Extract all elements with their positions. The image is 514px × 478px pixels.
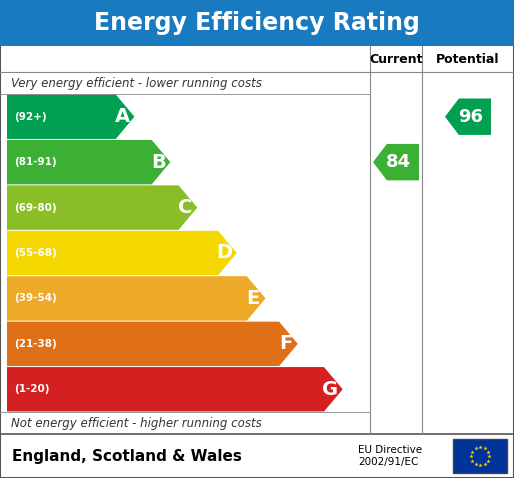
Text: Current: Current <box>369 53 423 65</box>
Text: F: F <box>279 334 292 353</box>
Polygon shape <box>373 144 419 180</box>
Polygon shape <box>7 276 265 321</box>
Text: 96: 96 <box>458 108 483 126</box>
Text: Not energy efficient - higher running costs: Not energy efficient - higher running co… <box>11 416 262 430</box>
Polygon shape <box>7 140 170 185</box>
Text: E: E <box>247 289 260 308</box>
Text: (55-68): (55-68) <box>14 248 57 258</box>
Text: (81-91): (81-91) <box>14 157 57 167</box>
Text: (92+): (92+) <box>14 112 47 122</box>
Text: (21-38): (21-38) <box>14 339 57 349</box>
Bar <box>453 439 507 473</box>
Polygon shape <box>7 185 197 230</box>
Text: (39-54): (39-54) <box>14 293 57 304</box>
Text: B: B <box>151 152 166 172</box>
Polygon shape <box>7 95 135 139</box>
Polygon shape <box>7 322 298 366</box>
Polygon shape <box>7 231 237 275</box>
Text: G: G <box>322 380 339 399</box>
Text: EU Directive: EU Directive <box>358 445 422 455</box>
Text: 2002/91/EC: 2002/91/EC <box>358 457 418 467</box>
Text: D: D <box>216 243 233 262</box>
Polygon shape <box>7 367 343 412</box>
Text: England, Scotland & Wales: England, Scotland & Wales <box>12 448 242 464</box>
Text: (1-20): (1-20) <box>14 384 49 394</box>
Text: 84: 84 <box>386 153 411 171</box>
Text: Energy Efficiency Rating: Energy Efficiency Rating <box>94 11 420 35</box>
Bar <box>0 0 514 46</box>
Text: (69-80): (69-80) <box>14 203 57 213</box>
Polygon shape <box>445 98 491 135</box>
Text: C: C <box>178 198 192 217</box>
Text: Very energy efficient - lower running costs: Very energy efficient - lower running co… <box>11 76 262 89</box>
Text: A: A <box>115 107 130 126</box>
Text: Potential: Potential <box>436 53 500 65</box>
